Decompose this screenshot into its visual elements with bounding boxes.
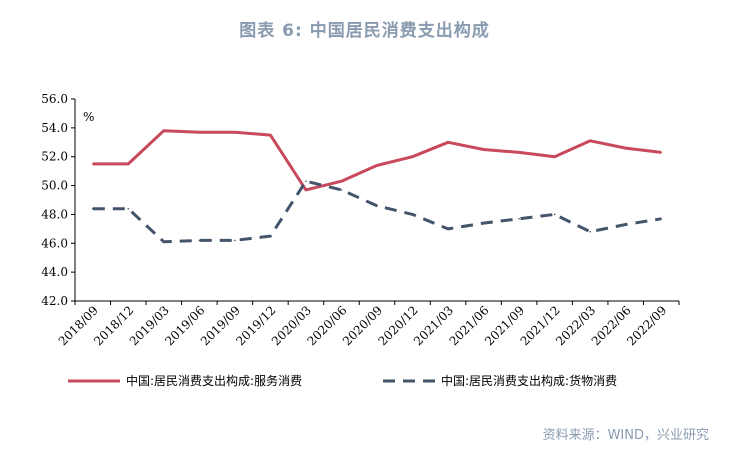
data-point-service bbox=[269, 134, 272, 136]
data-point-goods bbox=[269, 235, 272, 237]
data-point-service bbox=[660, 151, 663, 154]
data-point-goods bbox=[163, 241, 165, 243]
data-point-goods bbox=[305, 180, 307, 183]
data-point-goods bbox=[91, 207, 94, 210]
axes: 42.044.046.048.050.052.054.056.0%2018/09… bbox=[41, 92, 680, 348]
data-point-service bbox=[91, 163, 94, 165]
data-point-service bbox=[553, 155, 556, 158]
y-tick-label: 52.0 bbox=[41, 150, 68, 164]
data-point-goods bbox=[660, 217, 663, 220]
data-point-service bbox=[411, 155, 414, 158]
data-point-goods bbox=[198, 239, 201, 242]
data-point-goods bbox=[340, 189, 343, 191]
data-point-goods bbox=[518, 217, 520, 220]
legend: 中国:居民消费支出构成:服务消费 中国:居民消费支出构成:货物消费 bbox=[68, 373, 617, 388]
x-tick-label: 2022/09 bbox=[624, 303, 669, 348]
legend-label-goods: 中国:居民消费支出构成:货物消费 bbox=[441, 373, 617, 388]
data-point-goods bbox=[447, 228, 449, 230]
data-point-service bbox=[447, 141, 449, 144]
chart-title: 图表 6: 中国居民消费支出构成 bbox=[239, 21, 490, 41]
data-point-goods bbox=[234, 239, 236, 242]
y-axis-unit-label: % bbox=[83, 110, 94, 124]
data-point-goods bbox=[553, 213, 556, 216]
data-point-service bbox=[376, 164, 378, 167]
data-point-goods bbox=[127, 207, 130, 210]
series-line-service bbox=[92, 129, 662, 192]
data-point-service bbox=[518, 151, 520, 154]
data-point-goods bbox=[482, 222, 485, 224]
y-tick-label: 48.0 bbox=[41, 207, 68, 221]
data-point-service bbox=[624, 147, 627, 149]
y-tick-label: 46.0 bbox=[41, 236, 68, 250]
y-tick-label: 54.0 bbox=[41, 121, 68, 135]
data-point-goods bbox=[411, 213, 414, 216]
series-layer bbox=[91, 129, 663, 244]
y-tick-label: 44.0 bbox=[41, 265, 68, 279]
legend-label-service: 中国:居民消费支出构成:服务消费 bbox=[126, 373, 302, 388]
data-point-service bbox=[127, 163, 130, 165]
data-point-service bbox=[305, 189, 307, 191]
data-point-service bbox=[198, 131, 201, 133]
data-point-goods bbox=[624, 223, 627, 226]
y-tick-label: 42.0 bbox=[41, 294, 68, 308]
data-point-service bbox=[340, 180, 343, 183]
data-point-goods bbox=[589, 230, 591, 233]
data-point-service bbox=[589, 140, 591, 142]
data-point-goods bbox=[376, 204, 378, 207]
data-point-service bbox=[482, 148, 485, 151]
y-tick-label: 56.0 bbox=[41, 92, 68, 106]
data-point-service bbox=[234, 131, 236, 133]
source-note: 资料来源：WIND，兴业研究 bbox=[542, 428, 709, 443]
series-line-goods bbox=[92, 179, 662, 244]
y-tick-label: 50.0 bbox=[41, 179, 68, 193]
data-point-service bbox=[163, 129, 165, 132]
